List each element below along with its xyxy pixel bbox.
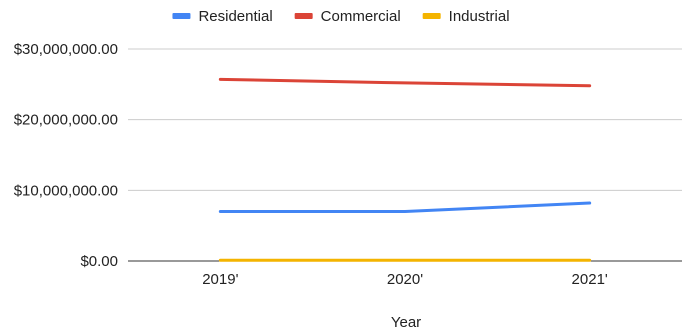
- legend-label-residential: Residential: [198, 8, 272, 25]
- series-line-residential: [218, 201, 592, 214]
- series-lines: [218, 77, 592, 262]
- series-line-commercial: [218, 77, 592, 88]
- x-axis-ticks: 2019' 2020' 2021': [202, 271, 608, 288]
- y-tick-label: $0.00: [80, 253, 118, 270]
- gridlines: [128, 48, 682, 262]
- legend-swatch-commercial: [294, 13, 313, 19]
- legend-swatch-industrial: [422, 13, 441, 19]
- x-tick-label: 2021': [572, 271, 608, 288]
- x-tick-label: 2019': [202, 271, 238, 288]
- legend-label-industrial: Industrial: [449, 8, 510, 25]
- legend: Residential Commercial Industrial: [172, 8, 510, 25]
- y-tick-label: $10,000,000.00: [14, 182, 118, 199]
- x-tick-label: 2020': [387, 271, 423, 288]
- y-axis-ticks: $0.00 $10,000,000.00 $20,000,000.00 $30,000…: [14, 41, 118, 270]
- y-tick-label: $30,000,000.00: [14, 41, 118, 58]
- legend-label-commercial: Commercial: [321, 8, 401, 25]
- x-axis-title: Year: [391, 314, 421, 330]
- legend-swatch-residential: [172, 13, 191, 19]
- y-tick-label: $20,000,000.00: [14, 112, 118, 129]
